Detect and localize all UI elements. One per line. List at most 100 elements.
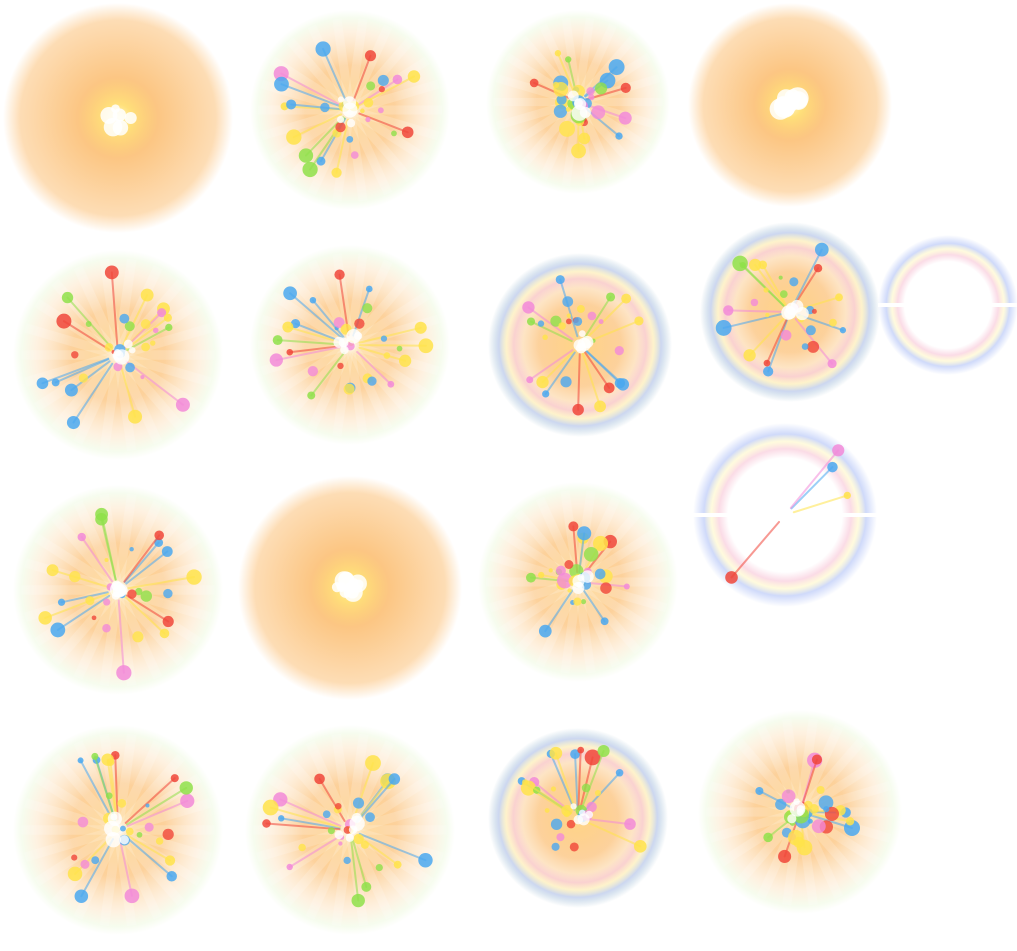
core-flash xyxy=(578,330,586,338)
spark-dot xyxy=(360,108,365,114)
spark-streak xyxy=(288,345,342,354)
light-ray xyxy=(305,828,355,920)
spark-streak xyxy=(126,834,172,862)
spark-dot xyxy=(564,560,574,569)
spark-dot xyxy=(778,275,783,280)
spark-head xyxy=(392,74,403,85)
effect-frame-5 xyxy=(3,240,233,470)
spark-head xyxy=(286,863,293,871)
spark-streak xyxy=(585,350,621,385)
spark-streak xyxy=(62,320,111,351)
core-flash xyxy=(572,575,585,588)
spark-streak xyxy=(117,599,125,674)
spark-head xyxy=(164,855,176,866)
spark-dot xyxy=(140,374,145,380)
spark-head xyxy=(316,156,326,166)
light-ray xyxy=(346,37,414,113)
spark-dot xyxy=(377,74,389,87)
spark-head xyxy=(157,308,167,318)
spark-dot xyxy=(343,383,355,395)
spark-dot xyxy=(391,130,397,137)
spark-head xyxy=(57,598,66,606)
spark-dot xyxy=(829,318,837,327)
spark-head xyxy=(278,815,285,822)
core-flash xyxy=(342,102,358,118)
spark-streak xyxy=(352,762,375,822)
spark-dot xyxy=(559,120,575,137)
spark-streak xyxy=(276,339,342,346)
core-flash xyxy=(789,99,799,109)
spark-dot xyxy=(823,806,830,813)
spark-head xyxy=(418,338,434,354)
effect-frame-3 xyxy=(476,0,680,204)
spark-dot xyxy=(346,135,354,143)
light-ray xyxy=(575,578,658,636)
light-ray xyxy=(266,773,353,834)
spark-streak xyxy=(581,352,602,408)
spark-head xyxy=(594,400,606,413)
spark-head xyxy=(608,59,625,76)
light-ray xyxy=(345,18,368,111)
spark-streak xyxy=(310,351,345,397)
spark-dot xyxy=(566,819,576,829)
light-ray xyxy=(307,343,355,431)
spark-head xyxy=(286,348,294,356)
spark-head xyxy=(104,265,119,280)
spark-head xyxy=(839,327,847,334)
spark-head xyxy=(748,258,762,272)
effect-frame-13 xyxy=(683,413,887,617)
spark-streak xyxy=(124,777,176,824)
light-ray xyxy=(113,354,137,452)
spark-streak xyxy=(355,778,396,824)
spark-dot xyxy=(354,318,365,329)
light-ray xyxy=(348,798,445,835)
effect-frame-4 xyxy=(678,0,902,217)
light-ray xyxy=(114,586,185,667)
spark-dot xyxy=(350,151,359,159)
light-ray xyxy=(348,105,440,141)
spark-dot xyxy=(125,362,135,373)
light-ray xyxy=(99,354,123,452)
spark-dot xyxy=(558,322,566,330)
spark-dot xyxy=(307,365,319,377)
spark-streak xyxy=(125,594,170,623)
spark-head xyxy=(522,779,529,786)
spark-streak xyxy=(574,753,579,811)
spark-dot xyxy=(365,116,371,123)
spark-streak xyxy=(280,83,342,108)
light-ray xyxy=(514,509,582,585)
spark-dot xyxy=(565,107,571,112)
spark-head xyxy=(272,335,283,346)
spark-dot xyxy=(780,329,792,341)
spark-dot xyxy=(163,588,173,599)
spark-head xyxy=(584,749,601,766)
light-ray xyxy=(331,733,355,831)
light-ray xyxy=(113,353,163,445)
spark-streak xyxy=(127,576,196,590)
spark-dot xyxy=(338,841,343,846)
light-ray xyxy=(51,351,122,432)
light-ray xyxy=(797,757,882,816)
spark-dot xyxy=(591,105,606,120)
core-flash xyxy=(346,119,356,128)
spark-streak xyxy=(72,362,114,424)
spark-dot xyxy=(560,376,572,388)
spark-head xyxy=(568,521,579,532)
spark-streak xyxy=(288,834,343,868)
spark-head xyxy=(186,569,202,585)
light-ray xyxy=(347,341,430,399)
light-ray xyxy=(116,798,213,835)
light-ray xyxy=(23,323,120,360)
spark-dot xyxy=(71,351,79,359)
spark-dot xyxy=(573,316,583,326)
spark-head xyxy=(813,264,823,273)
spark-head xyxy=(739,262,746,269)
light-ray xyxy=(332,344,355,437)
spark-dot xyxy=(298,843,306,852)
spark-dot xyxy=(567,588,572,593)
spark-head xyxy=(64,383,78,397)
spark-head xyxy=(38,611,52,625)
spark-dot xyxy=(71,854,78,861)
spark-head xyxy=(331,167,342,178)
spark-head xyxy=(593,535,609,551)
